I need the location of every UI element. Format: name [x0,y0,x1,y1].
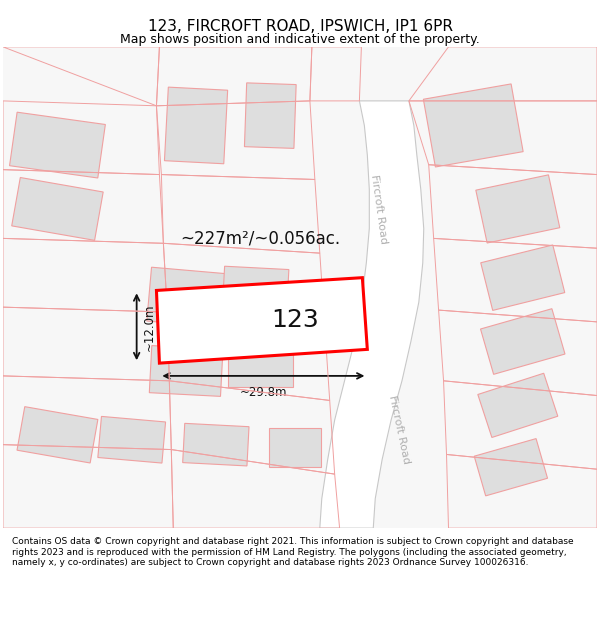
Polygon shape [269,428,321,468]
Text: 123, FIRCROFT ROAD, IPSWICH, IP1 6PR: 123, FIRCROFT ROAD, IPSWICH, IP1 6PR [148,19,452,34]
Polygon shape [10,112,106,178]
Text: 123: 123 [271,308,319,332]
Text: ~227m²/~0.056ac.: ~227m²/~0.056ac. [181,229,340,248]
Polygon shape [478,373,558,438]
Polygon shape [147,268,226,328]
Polygon shape [474,439,548,496]
Polygon shape [12,177,103,241]
Polygon shape [244,83,296,148]
Text: Map shows position and indicative extent of the property.: Map shows position and indicative extent… [120,33,480,46]
Polygon shape [17,407,98,463]
Polygon shape [424,84,523,167]
Polygon shape [149,346,223,396]
Text: Fircroft Road: Fircroft Road [370,174,389,244]
Polygon shape [320,101,424,528]
Polygon shape [481,245,565,311]
Polygon shape [98,416,166,463]
Polygon shape [228,346,293,387]
Polygon shape [182,423,249,466]
Polygon shape [476,175,560,243]
Polygon shape [157,278,367,363]
Text: ~29.8m: ~29.8m [239,386,287,399]
Text: Fircroft Road: Fircroft Road [387,394,411,465]
Polygon shape [164,87,227,164]
Text: Contains OS data © Crown copyright and database right 2021. This information is : Contains OS data © Crown copyright and d… [12,538,574,568]
Text: ~12.0m: ~12.0m [143,303,155,351]
Polygon shape [481,309,565,374]
Polygon shape [222,266,289,319]
